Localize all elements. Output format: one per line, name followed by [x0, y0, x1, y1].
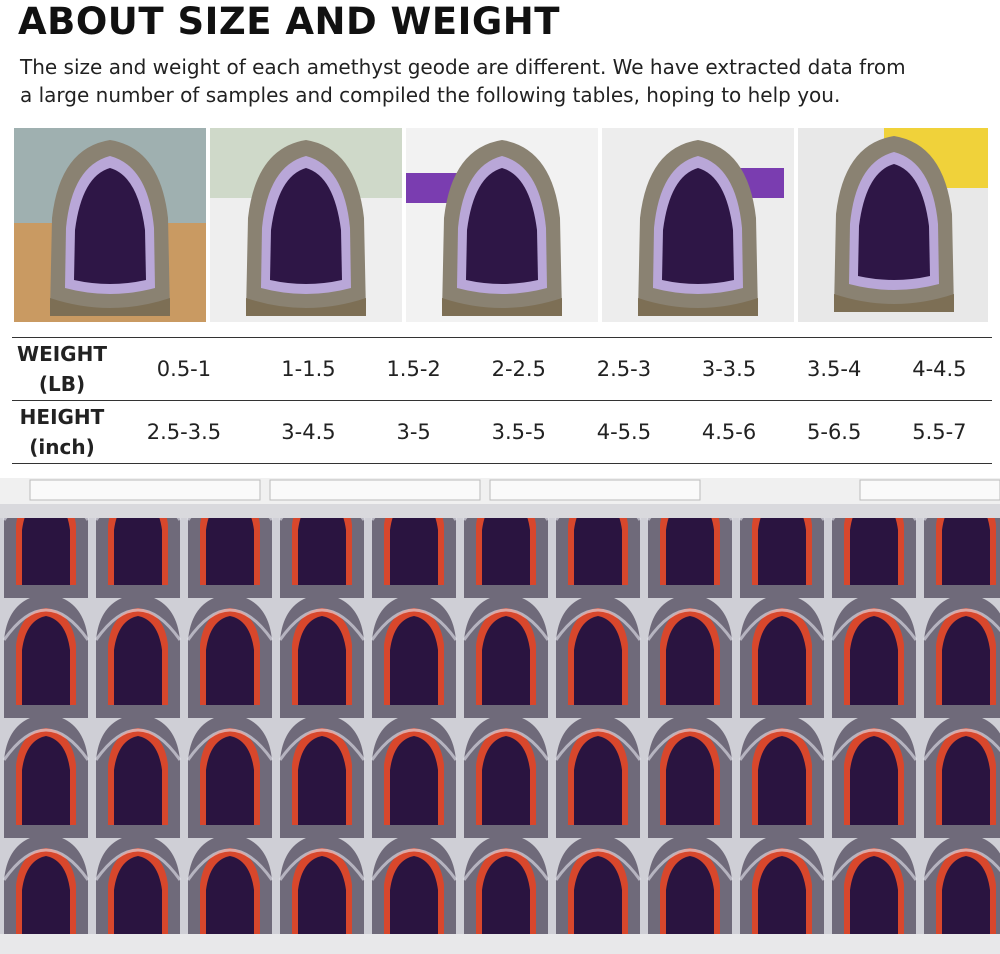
row-label-line: WEIGHT — [17, 342, 107, 366]
table-cell: 2.5-3.5 — [112, 400, 256, 464]
table-cell: 4.5-6 — [676, 400, 782, 464]
table-cell: 3.5-4 — [781, 337, 887, 401]
table-cell: 2-2.5 — [466, 337, 572, 401]
table-row: WEIGHT (LB) 0.5-1 1-1.5 1.5-2 2-2.5 2.5-3 3-3.5… — [12, 337, 992, 401]
table-cell: 1-1.5 — [255, 337, 362, 401]
table-cell: 3.5-5 — [466, 400, 572, 464]
table-cell: 5.5-7 — [886, 400, 992, 464]
description-line: a large number of samples and compiled t… — [20, 83, 841, 107]
row-label: WEIGHT (LB) — [12, 337, 112, 401]
table-cell: 2.5-3 — [571, 337, 677, 401]
table-cell: 1.5-2 — [361, 337, 467, 401]
row-label-line: (LB) — [38, 372, 86, 396]
table-cell: 3-3.5 — [676, 337, 782, 401]
table-cell: 4-5.5 — [571, 400, 677, 464]
title: ABOUT SIZE AND WEIGHT — [18, 0, 560, 43]
table-cell: 4-4.5 — [886, 337, 992, 401]
geode-display-photo — [0, 478, 1000, 954]
description-line: The size and weight of each amethyst geo… — [20, 55, 906, 79]
size-table: WEIGHT (LB) 0.5-1 1-1.5 1.5-2 2-2.5 2.5-3 3-3.5… — [12, 337, 992, 464]
table-row: HEIGHT (inch) 2.5-3.5 3-4.5 3-5 3.5-5 4-5.5 4.5… — [12, 400, 992, 464]
geode-photos — [14, 128, 988, 322]
row-label: HEIGHT (inch) — [12, 400, 112, 464]
table-cell: 0.5-1 — [112, 337, 256, 401]
table-cell: 5-6.5 — [781, 400, 887, 464]
table-cell: 3-4.5 — [255, 400, 362, 464]
row-label-line: HEIGHT — [19, 405, 105, 429]
table-cell: 3-5 — [361, 400, 467, 464]
row-label-line: (inch) — [29, 435, 95, 459]
